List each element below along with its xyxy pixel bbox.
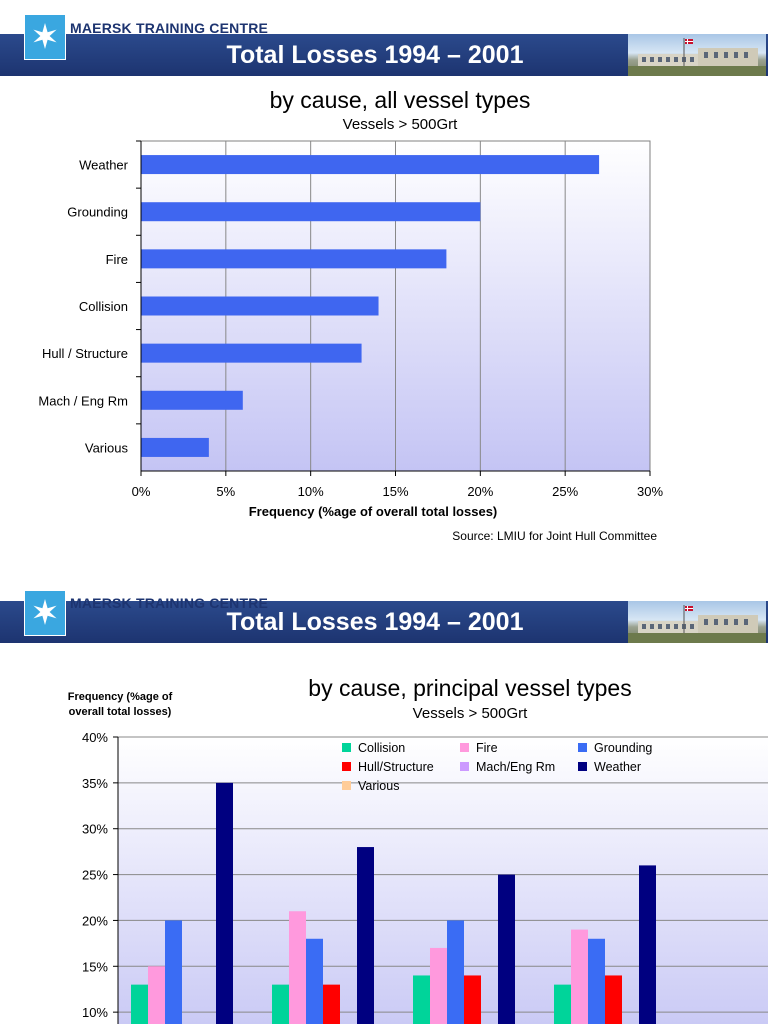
slide-1: MAERSK TRAINING CENTRE Total Losses 1994… <box>0 14 768 543</box>
building-photo <box>628 34 766 76</box>
category-label: Grounding <box>67 205 128 220</box>
grouped-bar-chart: 40%35%30%25%20%15%10%5%CollisionFireGrou… <box>82 730 768 1024</box>
chart-subtitle: Vessels > 500Grt <box>412 705 528 722</box>
maersk-star-logo <box>24 14 66 60</box>
bar <box>148 966 165 1024</box>
bar <box>141 202 481 222</box>
bar <box>571 929 588 1024</box>
legend-label: Grounding <box>594 741 652 755</box>
y-tick-label: 35% <box>82 776 108 791</box>
bar <box>141 155 600 175</box>
y-tick-label: 10% <box>82 1005 108 1020</box>
chart-title: by cause, principal vessel types <box>308 675 632 701</box>
bar <box>447 920 464 1024</box>
bar <box>272 984 289 1024</box>
bar <box>141 343 362 363</box>
brand-name: MAERSK TRAINING CENTRE <box>70 20 269 36</box>
bar <box>588 938 605 1024</box>
bar <box>323 984 340 1024</box>
y-tick-label: 30% <box>82 822 108 837</box>
y-axis-label-line-1: Frequency (%age of <box>67 691 173 703</box>
x-tick-label: 5% <box>216 484 235 499</box>
bar <box>639 865 656 1024</box>
bar <box>413 975 430 1024</box>
page-title: Total Losses 1994 – 2001 <box>226 608 524 636</box>
legend-label: Collision <box>358 741 405 755</box>
y-axis-label-line-2: overall total losses) <box>68 706 172 718</box>
bar <box>165 920 182 1024</box>
y-tick-label: 40% <box>82 730 108 745</box>
legend-swatch <box>342 762 351 771</box>
legend-swatch <box>460 743 469 752</box>
source-note: Source: LMIU for Joint Hull Committee <box>452 529 657 543</box>
legend-swatch <box>460 762 469 771</box>
legend-label: Weather <box>594 760 641 774</box>
legend-swatch <box>578 762 587 771</box>
page-title: Total Losses 1994 – 2001 <box>226 41 524 69</box>
y-tick-label: 20% <box>82 913 108 928</box>
bar <box>498 874 515 1024</box>
legend-label: Various <box>358 779 399 793</box>
category-label: Collision <box>79 299 128 314</box>
category-label: Fire <box>106 252 128 267</box>
bar <box>464 975 481 1024</box>
legend-label: Hull/Structure <box>358 760 434 774</box>
legend: Collision Fire Grounding Hull/Structure Mach… <box>342 741 652 793</box>
x-tick-label: 30% <box>637 484 663 499</box>
bar <box>357 847 374 1024</box>
bar <box>141 249 447 269</box>
maersk-star-logo <box>24 590 66 636</box>
legend-swatch <box>342 781 351 790</box>
category-label: Various <box>85 440 129 455</box>
y-tick-label: 15% <box>82 959 108 974</box>
legend-swatch <box>578 743 587 752</box>
brand-name: MAERSK TRAINING CENTRE <box>70 595 269 611</box>
bar <box>605 975 622 1024</box>
legend-swatch <box>342 743 351 752</box>
bar <box>554 984 571 1024</box>
category-label: Weather <box>79 158 129 173</box>
bar <box>216 782 233 1024</box>
building-photo <box>628 601 766 643</box>
x-tick-label: 15% <box>382 484 408 499</box>
horizontal-bar-chart: 0% 5% 10% 15% 20% 25% 30% Weather Grounding Fire C… <box>38 140 663 543</box>
slide-2: MAERSK TRAINING CENTRE Total Losses 1994… <box>0 580 768 1024</box>
y-tick-label: 25% <box>82 868 108 883</box>
legend-label: Mach/Eng Rm <box>476 760 555 774</box>
bar <box>289 911 306 1024</box>
bar <box>141 296 379 316</box>
bar <box>131 984 148 1024</box>
bar <box>306 938 323 1024</box>
category-label: Mach / Eng Rm <box>38 393 128 408</box>
x-tick-label: 0% <box>132 484 151 499</box>
bar <box>430 947 447 1024</box>
legend-label: Fire <box>476 741 498 755</box>
x-tick-label: 10% <box>298 484 324 499</box>
x-tick-label: 20% <box>467 484 493 499</box>
bar <box>141 437 209 457</box>
x-axis-title: Frequency (%age of overall total losses) <box>249 504 498 519</box>
bar <box>141 390 243 410</box>
x-tick-label: 25% <box>552 484 578 499</box>
y-axis-label: Frequency (%age of overall total losses) <box>40 690 200 720</box>
chart-title: by cause, all vessel types <box>269 87 531 113</box>
category-label: Hull / Structure <box>42 346 128 361</box>
chart-subtitle: Vessels > 500Grt <box>342 116 458 133</box>
